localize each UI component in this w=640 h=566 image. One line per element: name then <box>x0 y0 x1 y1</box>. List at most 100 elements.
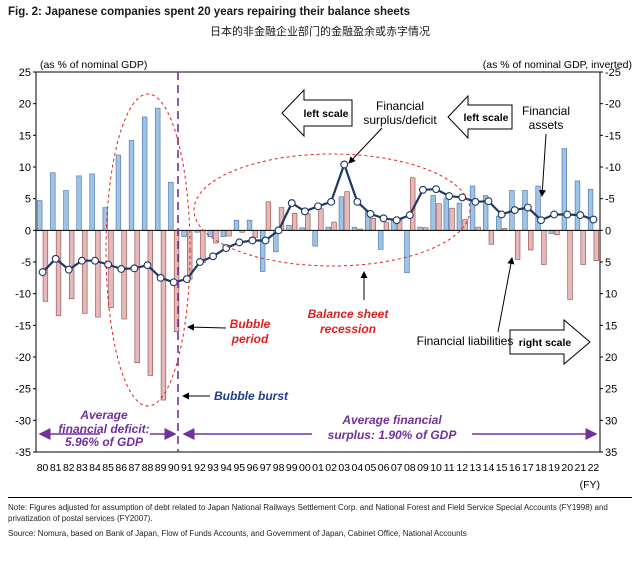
left-tick-label: -35 <box>15 447 31 459</box>
liabilities-bar <box>462 219 468 231</box>
assets-bar <box>430 195 436 231</box>
liabilities-bar <box>42 230 49 302</box>
x-tick-label: 00 <box>299 462 311 474</box>
balance-sheet-recession-ellipse <box>193 153 471 267</box>
right-tick-label: 35 <box>605 447 617 459</box>
x-tick-label: 13 <box>470 462 482 474</box>
assets-bar <box>89 173 95 231</box>
x-tick-label: 86 <box>115 462 127 474</box>
x-tick-label: 83 <box>76 462 88 474</box>
surplus-point <box>117 265 126 273</box>
surplus-point <box>235 238 244 247</box>
chart: 25 20 15 10 5 0 -5 -10 -15 -20 -25 -30 -35 -25 -20 -15… <box>15 67 621 491</box>
financial-surplus-pointer <box>348 127 383 164</box>
financial-assets-pointer <box>538 133 547 197</box>
surplus-point <box>130 264 139 273</box>
liabilities-bar <box>318 208 324 231</box>
liabilities-bar <box>200 230 206 263</box>
assets-bar <box>469 185 476 231</box>
liabilities-bar <box>55 230 62 317</box>
left-tick-label: 15 <box>19 130 31 142</box>
right-scale-label: right scale <box>519 337 572 349</box>
surplus-point <box>563 210 572 219</box>
x-tick-label: 02 <box>325 462 337 474</box>
left-scale-arrow-1: left scale <box>281 88 353 138</box>
financial-assets-label-1: Financial <box>522 104 570 118</box>
liabilities-bar <box>160 230 167 401</box>
surplus-point <box>38 268 47 277</box>
avg-surplus-label-2: surplus: 1.90% of GDP <box>328 428 458 442</box>
surplus-point <box>287 199 296 208</box>
surplus-point <box>576 211 585 220</box>
surplus-point <box>261 236 270 245</box>
x-tick-label: 06 <box>378 462 390 474</box>
liabilities-bar <box>541 230 547 265</box>
liabilities-bar <box>567 230 573 300</box>
right-tick-label: 15 <box>605 320 617 332</box>
liabilities-bar <box>593 230 599 262</box>
surplus-point <box>418 185 427 194</box>
left-axis-ticks: 25 20 15 10 5 0 -5 -10 -15 -20 -25 -30 -35 <box>15 67 36 459</box>
avg-deficit-label-3: 5.96% of GDP <box>65 435 144 449</box>
surplus-point <box>64 265 73 274</box>
assets-bar <box>587 188 594 231</box>
surplus-point <box>405 211 414 220</box>
assets-bar <box>207 230 213 237</box>
liabilities-bar <box>121 230 127 320</box>
right-scale-arrow: right scale <box>509 318 591 366</box>
surplus-point <box>445 192 454 201</box>
surplus-point <box>550 210 559 219</box>
liabilities-bar <box>436 203 442 231</box>
left-tick-label: -25 <box>15 384 31 396</box>
x-tick-label: 19 <box>548 462 560 474</box>
recession-label-1: Balance sheet <box>308 307 390 321</box>
right-tick-label: -15 <box>605 130 621 142</box>
x-tick-label: 84 <box>89 462 101 474</box>
liabilities-bar <box>226 230 232 237</box>
liabilities-bar <box>147 230 154 376</box>
assets-bar <box>168 181 174 231</box>
left-tick-label: 10 <box>19 162 31 174</box>
liabilities-bar <box>68 230 75 300</box>
x-tick-label: 97 <box>260 462 272 474</box>
bubble-period-ellipse <box>105 93 191 407</box>
x-tick-label: 05 <box>365 462 377 474</box>
liabilities-bar <box>528 230 534 251</box>
right-axis-ticks: -25 -20 -15 -10 -5 0 5 10 15 20 25 30 35 <box>600 67 621 459</box>
left-tick-label: -20 <box>15 352 31 364</box>
liabilities-bar <box>331 221 337 231</box>
plot-area <box>35 71 601 453</box>
assets-bar <box>496 216 502 231</box>
liabilities-bar <box>82 230 88 314</box>
x-tick-label: 16 <box>509 462 521 474</box>
assets-bar <box>63 190 69 231</box>
left-tick-label: -30 <box>15 415 31 427</box>
right-tick-label: 10 <box>605 289 617 301</box>
assets-bar <box>246 219 253 231</box>
assets-bar <box>155 107 161 231</box>
x-tick-label: 80 <box>37 462 49 474</box>
surplus-point <box>392 216 401 225</box>
left-tick-label: -10 <box>15 289 31 301</box>
financial-assets-label-2: assets <box>529 118 564 132</box>
bubble-period-pointer <box>187 323 227 331</box>
liabilities-bar <box>514 230 521 260</box>
x-tick-label: 98 <box>273 462 285 474</box>
x-tick-label: 87 <box>129 462 141 474</box>
x-tick-label: 89 <box>155 462 167 474</box>
x-tick-label: 92 <box>194 462 206 474</box>
footer-source: Source: Nomura, based on Bank of Japan, … <box>8 529 467 538</box>
avg-deficit-label-2: financial deficit: <box>58 422 149 436</box>
x-tick-label: 96 <box>247 462 259 474</box>
right-tick-label: -20 <box>605 99 621 111</box>
assets-bar <box>574 180 581 231</box>
x-tick-label: 91 <box>181 462 193 474</box>
surplus-point <box>379 214 388 223</box>
liabilities-bar <box>383 222 390 231</box>
right-tick-label: -25 <box>605 67 621 79</box>
liabilities-bar <box>488 230 495 245</box>
bars <box>37 107 599 401</box>
surplus-point <box>209 252 218 261</box>
assets-bar <box>233 219 240 231</box>
assets-bar <box>404 230 410 274</box>
